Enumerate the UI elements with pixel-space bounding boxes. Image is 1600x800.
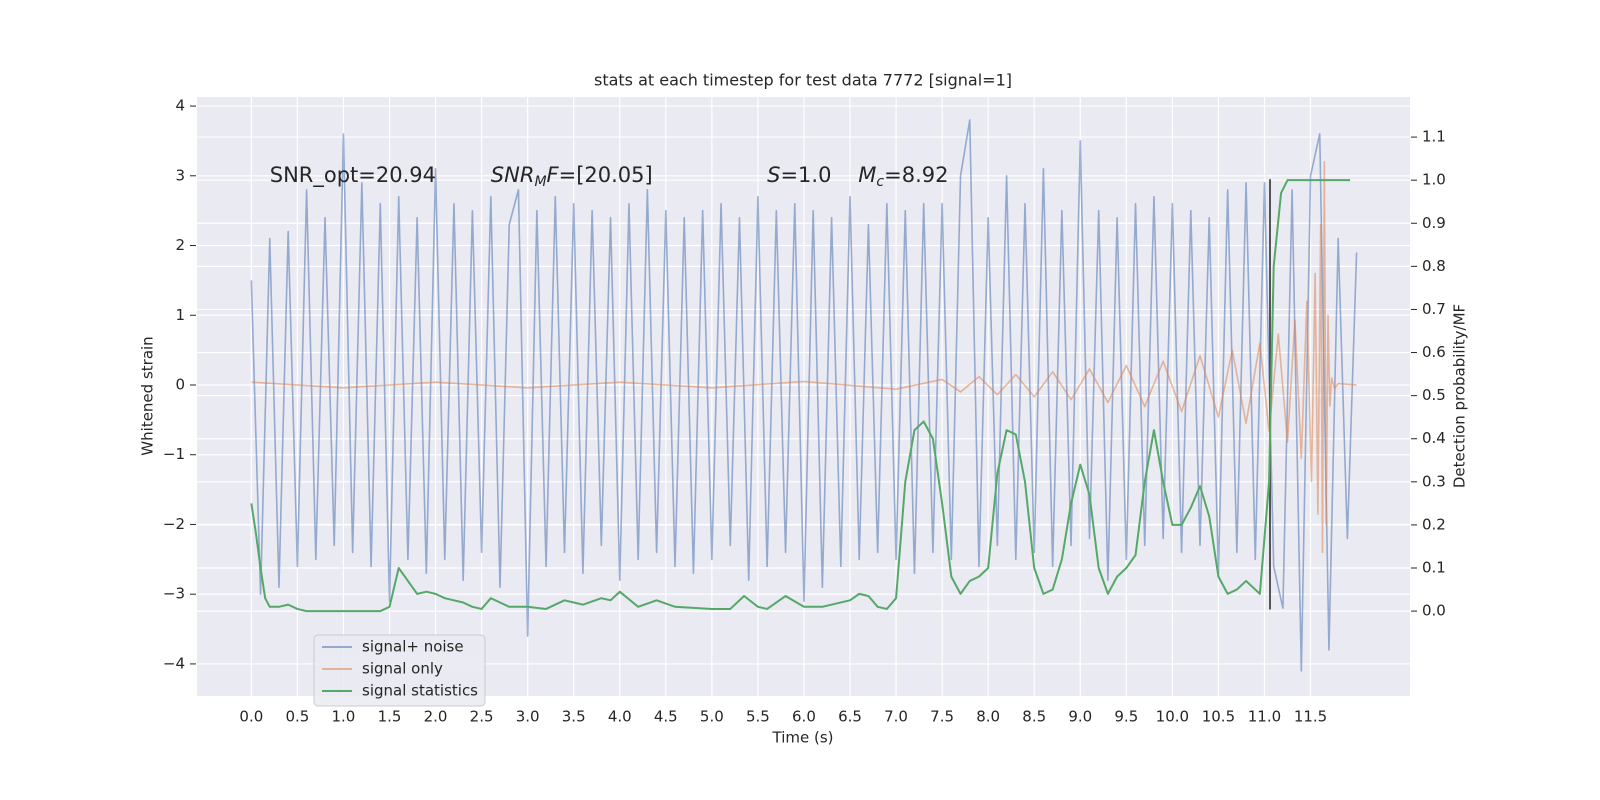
annotation-part: =8.92: [884, 163, 948, 187]
x-tick-label: 7.0: [884, 708, 908, 726]
annotation-part: F: [547, 163, 560, 187]
x-tick-label: 10.0: [1156, 708, 1189, 726]
y2-tick-label: 0.3: [1422, 472, 1446, 490]
y2-tick-label: 1.0: [1422, 171, 1446, 189]
x-tick-label: 1.0: [332, 708, 356, 726]
y2-tick-label: 0.8: [1422, 257, 1446, 275]
x-tick-label: 6.0: [792, 708, 816, 726]
y2-tick-label: 0.9: [1422, 214, 1446, 232]
x-tick-label: 3.0: [516, 708, 540, 726]
y-tick-label: 0: [175, 375, 185, 393]
x-tick-label: 4.5: [654, 708, 678, 726]
annotation-part: SNR: [491, 163, 535, 187]
y2-tick-label: 0.7: [1422, 300, 1446, 318]
annotation: SNRMF=[20.05]: [491, 163, 653, 190]
y2-tick-label: 0.5: [1422, 386, 1446, 404]
x-tick-label: 0.0: [239, 708, 263, 726]
annotation-part: c: [876, 174, 884, 190]
y2-tick-label: 0.1: [1422, 559, 1446, 577]
series-line: [250, 179, 1351, 613]
annotation: Mc=8.92: [858, 163, 948, 190]
y2-tick-label: 0.4: [1422, 429, 1446, 447]
y2-tick-label: 0.2: [1422, 515, 1446, 533]
y-tick-label: −1: [163, 445, 185, 463]
y-tick-label: 4: [175, 97, 185, 115]
y-tick-label: 1: [175, 306, 185, 324]
x-tick-label: 9.0: [1068, 708, 1092, 726]
x-tick-label: 2.0: [424, 708, 448, 726]
chart-title: stats at each timestep for test data 777…: [594, 71, 1012, 90]
x-tick-label: 5.5: [746, 708, 770, 726]
annotation: SNR_opt=20.94: [270, 163, 436, 188]
y2-tick-label: 0.6: [1422, 343, 1446, 361]
x-tick-label: 2.5: [470, 708, 494, 726]
series-line: [251, 161, 1357, 554]
annotation-part: =[20.05]: [559, 163, 653, 187]
annotation-part: M: [858, 163, 876, 187]
x-tick-label: 1.5: [378, 708, 402, 726]
y2-tick-label: 0.0: [1422, 602, 1446, 620]
y2-tick-label: 1.1: [1422, 128, 1446, 146]
y-tick-label: −2: [163, 515, 185, 533]
annotation-part: =1.0: [780, 163, 831, 187]
y-tick-label: 2: [175, 236, 185, 254]
y2-axis-label: Detection probability/MF: [1451, 304, 1469, 488]
annotation-part: SNR_opt=20.94: [270, 163, 436, 188]
x-tick-label: 7.5: [930, 708, 954, 726]
x-tick-label: 9.5: [1114, 708, 1138, 726]
annotation-part: S: [767, 163, 780, 187]
x-tick-label: 6.5: [838, 708, 862, 726]
y-tick-label: −3: [163, 585, 185, 603]
y-axis-label: Whitened strain: [139, 336, 157, 455]
x-tick-label: 8.5: [1022, 708, 1046, 726]
series-line: [250, 119, 1358, 672]
x-tick-label: 10.5: [1202, 708, 1235, 726]
legend-label: signal only: [362, 660, 443, 678]
annotation-part: M: [534, 174, 546, 190]
x-tick-label: 11.5: [1294, 708, 1327, 726]
x-tick-label: 4.0: [608, 708, 632, 726]
x-tick-label: 8.0: [976, 708, 1000, 726]
x-axis-label: Time (s): [772, 729, 834, 747]
x-tick-label: 3.5: [562, 708, 586, 726]
annotation: S=1.0: [767, 163, 831, 187]
y-tick-label: −4: [163, 654, 185, 672]
x-tick-label: 11.0: [1248, 708, 1281, 726]
legend-box: [313, 634, 486, 707]
x-tick-label: 0.5: [285, 708, 309, 726]
y-tick-label: 3: [175, 166, 185, 184]
legend-label: signal statistics: [362, 682, 478, 700]
x-tick-label: 5.0: [700, 708, 724, 726]
legend-label: signal+ noise: [362, 638, 464, 656]
